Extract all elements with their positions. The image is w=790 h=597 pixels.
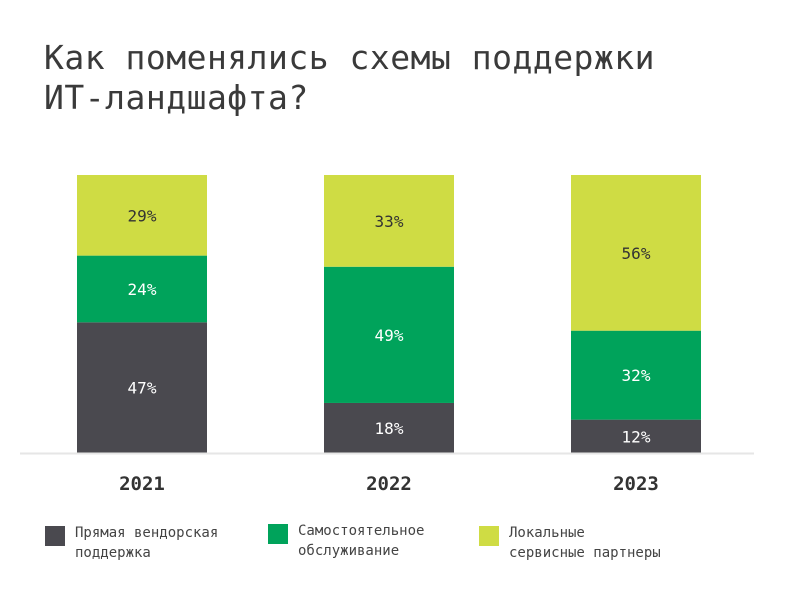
bar-segment — [571, 330, 701, 420]
data-label: 49% — [375, 326, 404, 345]
legend-item-self: Самостоятельное обслуживание — [268, 521, 424, 561]
legend-label: сервисные партнеры — [509, 545, 661, 561]
data-label: 56% — [622, 244, 651, 263]
bar-segment — [324, 402, 454, 453]
legend-swatch — [268, 524, 288, 544]
bar-segment — [77, 255, 207, 323]
legend-label: поддержка — [75, 545, 151, 561]
bar-segment — [324, 266, 454, 403]
legend-label: Локальные — [509, 525, 585, 541]
title-line-2: ИТ-ландшафта? — [44, 78, 309, 117]
legend-swatch — [479, 526, 499, 546]
data-label: 33% — [375, 212, 404, 231]
data-label: 29% — [128, 206, 157, 225]
x-tick-label: 2023 — [613, 473, 659, 495]
data-label: 24% — [128, 280, 157, 299]
x-tick-label: 2021 — [119, 473, 165, 495]
data-label: 12% — [622, 427, 651, 446]
data-label: 47% — [128, 379, 157, 398]
bar-segment — [77, 322, 207, 453]
legend-item-vendor: Прямая вендорская поддержка — [45, 523, 218, 563]
data-label: 18% — [375, 419, 404, 438]
title-line-1: Как поменялись схемы поддержки — [44, 38, 656, 77]
chart-title: Как поменялись схемы поддержки ИТ-ландшаф… — [44, 38, 655, 118]
legend-item-partners: Локальные сервисные партнеры — [479, 523, 661, 563]
legend-label: обслуживание — [298, 543, 400, 559]
data-label: 32% — [622, 366, 651, 385]
bar-segment — [77, 175, 207, 256]
bar-segment — [324, 175, 454, 267]
legend-label: Самостоятельное — [298, 523, 425, 539]
bar-segment — [571, 419, 701, 453]
legend-swatch — [45, 526, 65, 546]
x-tick-label: 2022 — [366, 473, 412, 495]
bar-segment — [571, 175, 701, 331]
legend-label: Прямая вендорская — [75, 525, 219, 541]
